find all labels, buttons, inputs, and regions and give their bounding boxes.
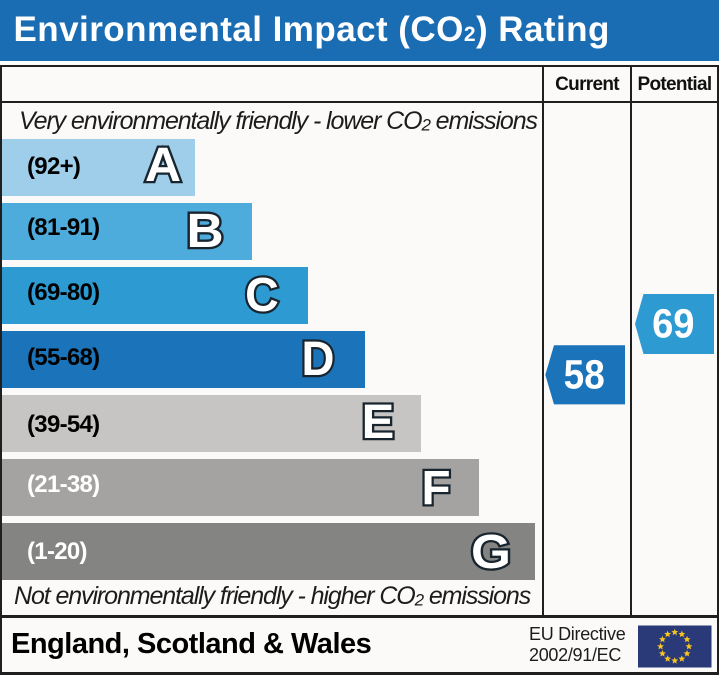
svg-text:58: 58 xyxy=(564,352,605,398)
svg-text:69: 69 xyxy=(652,300,694,346)
